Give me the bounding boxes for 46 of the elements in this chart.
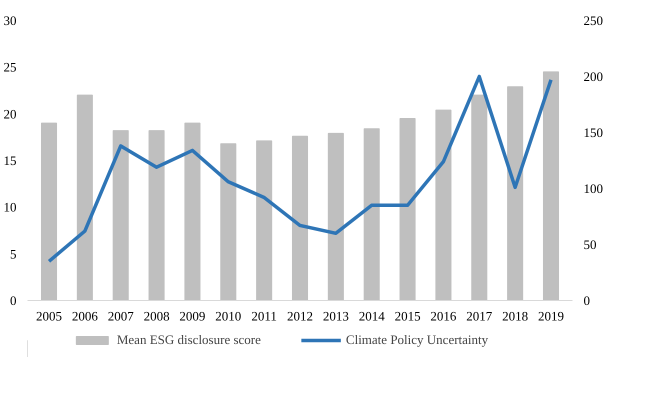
bar	[328, 132, 344, 300]
x-tick-label: 2009	[179, 308, 206, 324]
x-tick-label: 2006	[72, 308, 98, 324]
legend-label: Mean ESG disclosure score	[116, 332, 261, 348]
bar	[184, 122, 200, 300]
x-tick-label: 2008	[144, 308, 170, 324]
bar	[471, 94, 488, 300]
x-tick-label: 2017	[466, 308, 493, 324]
line-series	[47, 74, 553, 264]
bar	[507, 86, 524, 300]
x-tick-label: 2018	[502, 308, 528, 324]
x-tick-label: 2011	[251, 308, 277, 324]
y-tick-label: 10	[4, 200, 16, 215]
bar	[435, 110, 452, 300]
y2-tick-label: 100	[584, 181, 603, 196]
y2-tick-label: 0	[584, 293, 590, 308]
y-tick-label: 0	[10, 293, 16, 308]
x-tick-label: 2015	[394, 308, 421, 324]
bar	[76, 94, 93, 300]
y-tick-label: 30	[4, 13, 16, 28]
bar	[112, 130, 129, 300]
y-tick-label: 15	[4, 153, 16, 168]
x-tick-label: 2016	[430, 308, 457, 324]
x-tick-label: 2013	[322, 308, 349, 324]
x-tick-label: 2005	[36, 308, 62, 324]
x-tick-label: 2019	[538, 308, 564, 324]
bar	[364, 128, 380, 300]
x-tick-label: 2014	[358, 308, 386, 324]
y2-tick-label: 50	[584, 237, 596, 252]
bar	[220, 143, 236, 300]
bar	[148, 130, 165, 300]
bar	[40, 122, 58, 300]
y-tick-label: 25	[4, 60, 16, 75]
bar	[400, 118, 416, 300]
bar	[542, 71, 560, 300]
y2-tick-label: 150	[584, 125, 603, 140]
y2-tick-label: 250	[584, 13, 603, 28]
legend-label: Climate Policy Uncertainty	[346, 332, 488, 348]
x-tick-label: 2012	[287, 308, 313, 324]
y-tick-label: 20	[4, 106, 16, 122]
x-tick-label: 2010	[215, 308, 242, 324]
x-tick-label: 2007	[108, 308, 134, 324]
bar	[292, 136, 308, 300]
y-tick-label: 5	[10, 246, 16, 262]
y2-tick-label: 200	[584, 69, 603, 84]
bar	[256, 140, 272, 300]
